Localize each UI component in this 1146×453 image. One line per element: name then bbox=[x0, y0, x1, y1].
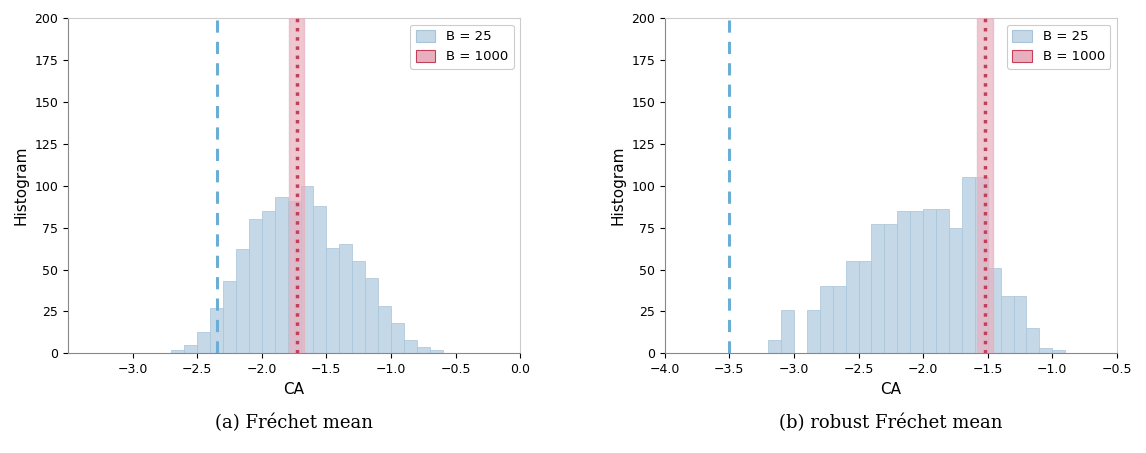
Legend: B = 25, B = 1000: B = 25, B = 1000 bbox=[410, 25, 513, 69]
Bar bbox=[807, 310, 819, 353]
Bar bbox=[197, 332, 210, 353]
Bar bbox=[236, 250, 249, 353]
Bar bbox=[417, 347, 430, 353]
Bar bbox=[210, 308, 223, 353]
Bar bbox=[988, 268, 1000, 353]
Bar bbox=[782, 310, 794, 353]
Bar bbox=[1027, 328, 1039, 353]
Bar bbox=[327, 248, 339, 353]
Bar bbox=[924, 209, 936, 353]
Bar bbox=[871, 224, 885, 353]
Bar bbox=[288, 201, 300, 353]
Text: (b) robust Fréchet mean: (b) robust Fréchet mean bbox=[779, 414, 1003, 432]
Bar bbox=[300, 186, 314, 353]
Bar bbox=[185, 345, 197, 353]
Bar bbox=[275, 198, 288, 353]
Bar bbox=[430, 350, 442, 353]
Bar bbox=[885, 224, 897, 353]
Bar bbox=[833, 286, 846, 353]
Bar bbox=[1039, 348, 1052, 353]
Bar bbox=[978, 18, 992, 353]
Bar bbox=[936, 209, 949, 353]
X-axis label: CA: CA bbox=[283, 381, 305, 397]
Bar bbox=[366, 278, 378, 353]
Legend: B = 25, B = 1000: B = 25, B = 1000 bbox=[1007, 25, 1110, 69]
Bar bbox=[314, 206, 327, 353]
Bar bbox=[172, 350, 185, 353]
Bar bbox=[910, 211, 924, 353]
Bar bbox=[403, 340, 417, 353]
Bar bbox=[223, 281, 236, 353]
Bar bbox=[768, 340, 782, 353]
Bar bbox=[949, 227, 961, 353]
Bar bbox=[391, 323, 403, 353]
X-axis label: CA: CA bbox=[880, 381, 901, 397]
Y-axis label: Histogram: Histogram bbox=[14, 146, 29, 226]
Bar bbox=[1000, 296, 1013, 353]
Bar bbox=[289, 18, 305, 353]
Text: (a) Fréchet mean: (a) Fréchet mean bbox=[215, 414, 374, 432]
Bar bbox=[897, 211, 910, 353]
Bar bbox=[339, 245, 352, 353]
Bar bbox=[249, 219, 261, 353]
Y-axis label: Histogram: Histogram bbox=[611, 146, 626, 226]
Bar bbox=[975, 177, 988, 353]
Bar bbox=[352, 261, 366, 353]
Bar bbox=[378, 306, 391, 353]
Bar bbox=[261, 211, 275, 353]
Bar bbox=[1052, 350, 1065, 353]
Bar bbox=[858, 261, 871, 353]
Bar bbox=[1013, 296, 1027, 353]
Bar bbox=[819, 286, 833, 353]
Bar bbox=[961, 177, 975, 353]
Bar bbox=[846, 261, 858, 353]
